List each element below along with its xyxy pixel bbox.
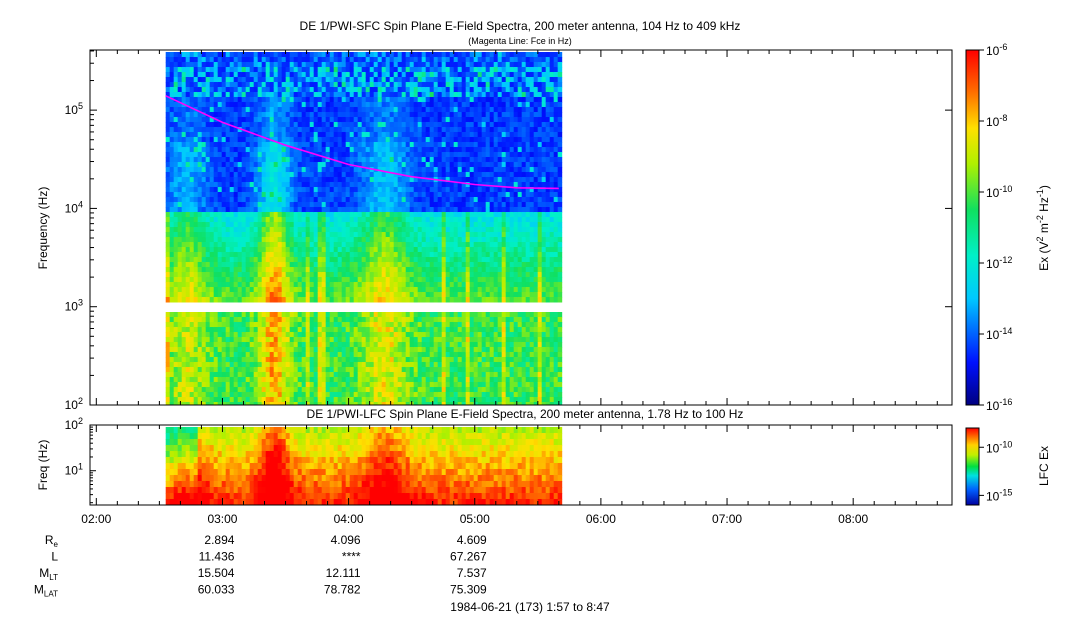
ephemeris-value: 15.504	[198, 566, 235, 580]
y-tick-label: 103	[65, 298, 83, 314]
colorbar-tick-label: 10-8	[986, 113, 1007, 129]
x-tick-label: 05:00	[460, 512, 490, 526]
sfc-colorbar	[965, 49, 980, 406]
ephemeris-value: 11.436	[199, 550, 235, 564]
ephemeris-row-label: L	[51, 550, 58, 564]
colorbar-tick-label: 10-10	[986, 184, 1012, 200]
ephemeris-value: 12.111	[326, 566, 361, 580]
x-tick-label: 07:00	[712, 512, 742, 526]
colorbar-tick-label: 10-14	[986, 326, 1012, 342]
ephemeris-value: 2.894	[204, 533, 234, 547]
ephemeris-table: Re 2.894 4.096 4.609 L 11.436 **** 67.267 MLT 15.…	[34, 533, 487, 599]
sfc-colorbar-label: Ex (V2 m-2 Hz-1)	[1035, 185, 1051, 271]
colorbar-tick-label: 10-6	[986, 42, 1007, 58]
ephemeris-value: ****	[342, 550, 361, 564]
x-tick-label: 04:00	[334, 512, 364, 526]
bottom-panel-frame	[89, 424, 953, 506]
lfc-spectrogram	[165, 427, 563, 505]
sfc-spectrogram	[165, 52, 563, 405]
fce-line	[165, 95, 559, 190]
time-range-footer: 1984-06-21 (173) 1:57 to 8:47	[450, 600, 610, 614]
ephemeris-value: 4.609	[457, 533, 487, 547]
lfc-colorbar-label: LFC Ex	[1037, 446, 1051, 486]
ephemeris-value: 4.096	[331, 533, 361, 547]
colorbar-tick-label: 10-10	[986, 439, 1012, 455]
y-tick-label: 102	[65, 416, 83, 432]
x-tick-label: 02:00	[81, 512, 111, 526]
lfc-colorbar	[965, 427, 980, 506]
bottom-panel-title: DE 1/PWI-LFC Spin Plane E-Field Spectra,…	[306, 407, 744, 421]
ephemeris-value: 7.537	[457, 566, 487, 580]
top-panel-subtitle: (Magenta Line: Fce in Hz)	[468, 36, 572, 46]
y-tick-label: 104	[65, 199, 83, 215]
y-tick-label: 102	[65, 396, 83, 412]
ephemeris-row-label: MLT	[39, 566, 58, 582]
top-y-axis-label: Frequency (Hz)	[36, 187, 50, 270]
top-panel-frame	[89, 49, 953, 406]
y-tick-label: 105	[65, 101, 83, 117]
x-tick-label: 03:00	[207, 512, 237, 526]
ephemeris-value: 75.309	[450, 583, 487, 597]
colorbar-tick-label: 10-16	[986, 397, 1012, 413]
ephemeris-value: 78.782	[324, 583, 361, 597]
bottom-y-axis-label: Freq (Hz)	[36, 440, 50, 491]
x-tick-label: 08:00	[838, 512, 868, 526]
x-tick-label: 06:00	[586, 512, 616, 526]
top-panel-title: DE 1/PWI-SFC Spin Plane E-Field Spectra,…	[299, 19, 741, 33]
axes: 102 103 104 105 101 102 02:00 03:00 04:00 05:00 06…	[65, 42, 1013, 526]
colorbar-tick-label: 10-15	[986, 487, 1012, 503]
colorbar-tick-label: 10-12	[986, 255, 1012, 271]
ephemeris-value: 60.033	[198, 583, 235, 597]
ephemeris-row-label: Re	[45, 533, 59, 549]
ephemeris-row-label: MLAT	[34, 583, 58, 599]
y-tick-label: 101	[65, 462, 83, 478]
ephemeris-value: 67.267	[450, 550, 487, 564]
